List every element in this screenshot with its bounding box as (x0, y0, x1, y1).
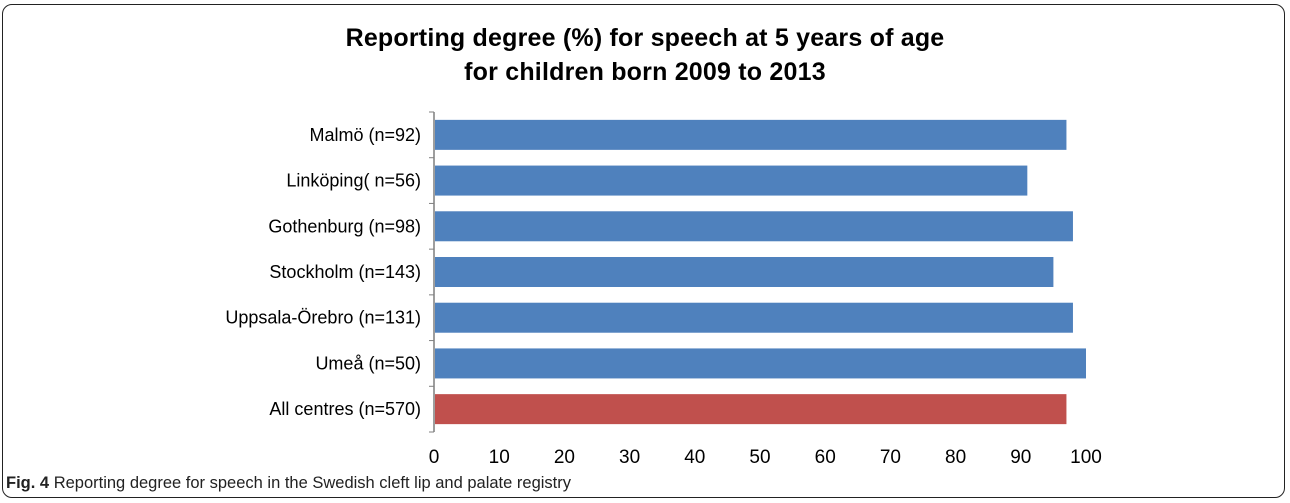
x-tick-label-80: 80 (945, 447, 966, 468)
chart-title-line-2: for children born 2009 to 2013 (464, 58, 826, 86)
x-tick-label-40: 40 (684, 447, 705, 468)
bar-all-centres-n-570 (435, 394, 1067, 425)
bar-malm-n-92 (435, 119, 1067, 150)
x-tick-label-90: 90 (1010, 447, 1031, 468)
bar-link-ping-n-56 (435, 165, 1028, 196)
category-label-uppsala-rebro-n-131: Uppsala-Örebro (n=131) (225, 308, 421, 328)
x-tick-label-10: 10 (489, 447, 510, 468)
bar-stockholm-n-143 (435, 257, 1054, 287)
category-label-all-centres-n-570: All centres (n=570) (269, 399, 421, 419)
category-label-malm-n-92: Malmö (n=92) (309, 125, 421, 145)
x-tick-label-0: 0 (429, 447, 440, 468)
caption-text: Reporting degree for speech in the Swedi… (53, 474, 571, 492)
category-label-gothenburg-n-98: Gothenburg (n=98) (268, 216, 421, 236)
figure-frame (2, 4, 1285, 498)
x-tick-label-60: 60 (815, 447, 836, 468)
category-label-stockholm-n-143: Stockholm (n=143) (269, 262, 421, 282)
x-tick-label-50: 50 (749, 447, 770, 468)
caption-label: Fig. 4 (6, 474, 50, 492)
category-label-ume-n-50: Umeå (n=50) (315, 353, 421, 373)
x-tick-label-20: 20 (554, 447, 575, 468)
x-tick-label-70: 70 (880, 447, 901, 468)
x-tick-label-30: 30 (619, 447, 640, 468)
x-tick-label-100: 100 (1070, 447, 1102, 468)
category-label-link-ping-n-56: Linköping( n=56) (286, 171, 421, 191)
bar-ume-n-50 (435, 348, 1086, 379)
chart-title-line-1: Reporting degree (%) for speech at 5 yea… (345, 24, 945, 52)
bar-gothenburg-n-98 (435, 211, 1073, 242)
figure-caption: Fig. 4 Reporting degree for speech in th… (6, 474, 571, 493)
bar-uppsala-rebro-n-131 (435, 302, 1073, 333)
